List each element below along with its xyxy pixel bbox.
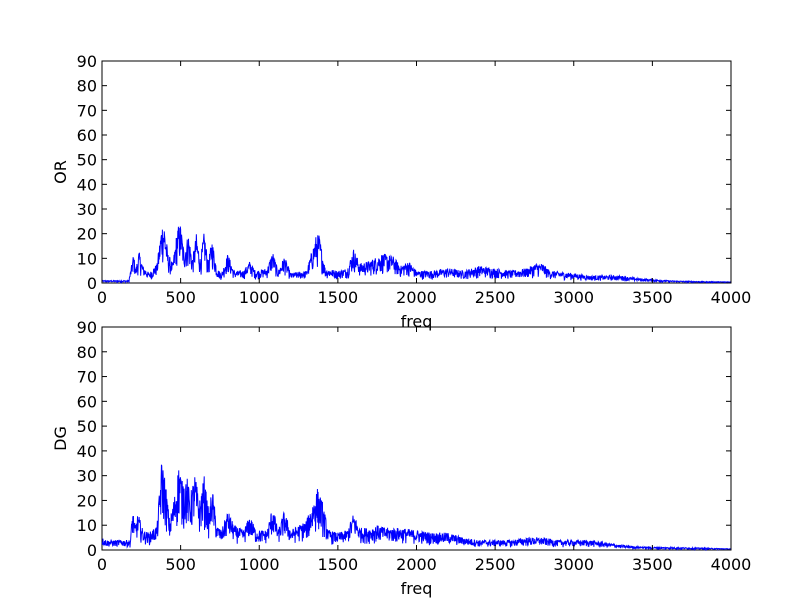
y-tick-label: 60 xyxy=(77,392,97,411)
x-tick-label: 1500 xyxy=(318,288,359,307)
x-tick-label: 2500 xyxy=(475,288,516,307)
y-tick-label: 90 xyxy=(77,318,97,337)
panel-or: 0 500 1000 1500 2000 2500 3000 3500 4000 0 10 20 30 4… xyxy=(51,52,751,331)
y-tick-label: 70 xyxy=(77,368,97,387)
y-tick-label: 0 xyxy=(87,541,97,560)
y-axis-label: OR xyxy=(51,160,70,184)
x-tick-label: 500 xyxy=(165,555,196,574)
x-tick-label: 2000 xyxy=(396,288,437,307)
x-tick-label: 1000 xyxy=(239,288,280,307)
x-axis-label: freq xyxy=(401,312,433,331)
y-tick-label: 30 xyxy=(77,200,97,219)
x-tick-label: 2500 xyxy=(475,555,516,574)
y-tick-label: 50 xyxy=(77,151,97,170)
y-tick-label: 30 xyxy=(77,467,97,486)
panel-dg: 0 500 1000 1500 2000 2500 3000 3500 4000 0 10 20 30 4… xyxy=(51,318,751,598)
y-tick-label: 10 xyxy=(77,249,97,268)
x-tick-label: 3000 xyxy=(553,555,594,574)
x-tick-label: 4000 xyxy=(711,555,752,574)
y-tick-label: 80 xyxy=(77,343,97,362)
x-tick-label: 1500 xyxy=(318,555,359,574)
y-tick-label: 50 xyxy=(77,417,97,436)
y-tick-label: 10 xyxy=(77,516,97,535)
y-tick-label: 70 xyxy=(77,101,97,120)
y-tick-label: 90 xyxy=(77,52,97,71)
x-tick-label: 1000 xyxy=(239,555,280,574)
y-tick-label: 20 xyxy=(77,491,97,510)
y-tick-label: 40 xyxy=(77,175,97,194)
y-tick-label: 0 xyxy=(87,274,97,293)
y-tick-label: 60 xyxy=(77,126,97,145)
spectrum-line xyxy=(101,226,732,285)
y-tick-label: 80 xyxy=(77,77,97,96)
x-tick-label: 3500 xyxy=(632,555,673,574)
x-tick-label: 3500 xyxy=(632,288,673,307)
y-tick-label: 20 xyxy=(77,225,97,244)
x-tick-label: 0 xyxy=(97,288,107,307)
axes-frame xyxy=(101,326,732,551)
x-tick-label: 0 xyxy=(97,555,107,574)
x-axis-label: freq xyxy=(401,579,433,598)
spectrum-line xyxy=(101,464,732,552)
x-tick-label: 4000 xyxy=(711,288,752,307)
y-tick-label: 40 xyxy=(77,442,97,461)
y-axis-label: DG xyxy=(51,426,70,451)
x-tick-label: 500 xyxy=(165,288,196,307)
x-tick-label: 2000 xyxy=(396,555,437,574)
x-tick-label: 3000 xyxy=(553,288,594,307)
